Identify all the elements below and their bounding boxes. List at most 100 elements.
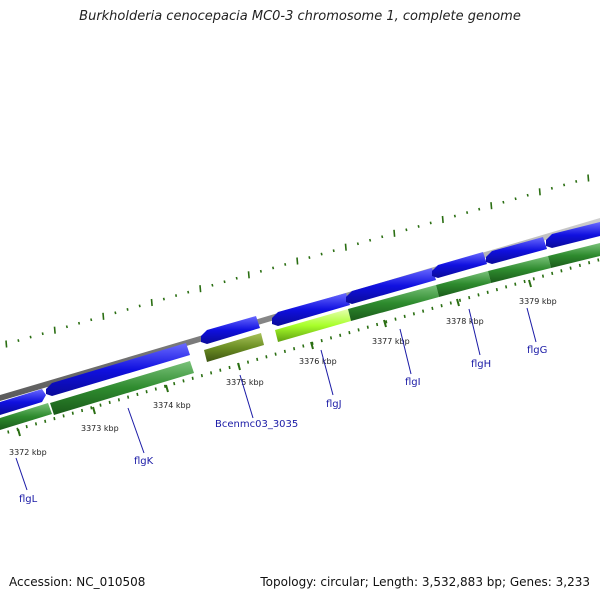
cds-feature bbox=[486, 237, 547, 264]
gene-feature bbox=[50, 361, 194, 415]
dash-mark bbox=[256, 357, 259, 362]
gene-feature bbox=[436, 271, 491, 297]
dash-mark bbox=[150, 298, 153, 307]
dash-mark bbox=[296, 257, 299, 265]
dash-mark bbox=[311, 341, 314, 345]
map-title: Burkholderia cenocepacia MC0-3 chromosom… bbox=[79, 9, 521, 24]
dash-mark bbox=[163, 384, 167, 388]
cds-feature bbox=[46, 343, 190, 396]
dash-mark bbox=[200, 373, 203, 378]
dash-mark bbox=[127, 395, 130, 399]
dash-mark bbox=[505, 285, 508, 289]
cds-feature bbox=[201, 316, 260, 344]
dash-mark bbox=[490, 202, 493, 210]
dash-mark bbox=[211, 283, 214, 287]
dash-mark bbox=[308, 256, 311, 259]
dash-mark bbox=[154, 387, 157, 391]
dash-mark bbox=[41, 332, 44, 336]
dash-mark bbox=[284, 263, 287, 266]
dash-mark bbox=[578, 263, 581, 268]
gene-label: flgG bbox=[527, 345, 547, 356]
dash-mark bbox=[53, 326, 56, 334]
cds-feature bbox=[0, 389, 46, 415]
ruler-minor-dashes bbox=[7, 258, 600, 434]
dash-mark bbox=[53, 416, 56, 421]
dash-mark bbox=[412, 312, 415, 316]
dash-mark bbox=[5, 340, 8, 348]
dash-mark bbox=[187, 290, 190, 294]
gene-label: flgK bbox=[134, 456, 154, 467]
dash-mark bbox=[136, 392, 139, 397]
dash-mark bbox=[385, 320, 388, 324]
gene-feature bbox=[348, 285, 439, 321]
dash-mark bbox=[502, 200, 505, 204]
dash-mark bbox=[162, 297, 165, 301]
tick-label: 3375 kbp bbox=[226, 378, 264, 387]
dash-mark bbox=[514, 282, 517, 286]
dash-mark bbox=[429, 221, 432, 225]
tick-label: 3377 kbp bbox=[372, 337, 410, 346]
dash-mark bbox=[175, 294, 178, 297]
dash-mark bbox=[320, 252, 323, 256]
dash-mark bbox=[235, 276, 238, 280]
dash-mark bbox=[478, 207, 481, 211]
dash-mark bbox=[7, 430, 10, 434]
dash-mark bbox=[477, 293, 480, 297]
dash-mark bbox=[466, 211, 469, 214]
ruler-tick-labels: 3372 kbp 3373 kbp 3374 kbp 3375 kbp 3376… bbox=[9, 297, 557, 457]
dash-mark bbox=[405, 228, 408, 232]
dash-mark bbox=[102, 312, 105, 320]
dash-mark bbox=[29, 335, 32, 339]
dash-mark bbox=[274, 352, 277, 356]
dash-mark bbox=[495, 287, 498, 292]
dash-mark bbox=[44, 419, 47, 423]
dash-mark bbox=[117, 398, 120, 402]
dash-mark bbox=[394, 317, 397, 321]
gene-feature bbox=[0, 403, 52, 430]
dash-mark bbox=[210, 371, 213, 375]
dash-mark bbox=[357, 328, 360, 332]
gene-feature bbox=[548, 243, 600, 268]
dash-mark bbox=[65, 325, 68, 329]
dash-mark bbox=[173, 381, 176, 386]
dash-mark bbox=[34, 422, 38, 426]
dash-mark bbox=[541, 274, 545, 278]
dash-mark bbox=[393, 229, 396, 237]
dash-mark bbox=[458, 298, 462, 302]
cds-feature bbox=[546, 222, 600, 248]
gene-label: flgJ bbox=[326, 399, 342, 410]
tick-label: 3378 kbp bbox=[446, 317, 484, 326]
dash-mark bbox=[191, 376, 194, 380]
dash-mark bbox=[320, 338, 323, 343]
gene-label: flgL bbox=[19, 494, 38, 505]
dash-mark bbox=[246, 360, 250, 364]
cds-feature bbox=[346, 268, 436, 304]
dash-mark bbox=[199, 285, 202, 293]
dash-mark bbox=[99, 403, 102, 407]
dash-mark bbox=[90, 406, 93, 410]
dash-mark bbox=[486, 290, 489, 294]
dash-mark bbox=[417, 225, 420, 228]
dash-mark bbox=[381, 235, 384, 239]
dash-mark bbox=[441, 215, 444, 224]
gene-label: flgI bbox=[405, 377, 421, 388]
dash-mark bbox=[431, 306, 434, 311]
dash-mark bbox=[538, 188, 541, 196]
dash-mark bbox=[182, 379, 185, 383]
dash-mark bbox=[569, 266, 572, 270]
dash-mark bbox=[265, 355, 268, 359]
dash-mark bbox=[259, 269, 262, 273]
dash-mark bbox=[376, 322, 379, 327]
dash-mark bbox=[272, 266, 275, 270]
dash-mark bbox=[332, 249, 335, 253]
dash-mark bbox=[514, 197, 517, 201]
dash-mark bbox=[71, 411, 74, 415]
dash-mark bbox=[356, 242, 359, 246]
dash-mark bbox=[108, 400, 111, 405]
gene-feature bbox=[488, 256, 551, 283]
dash-mark bbox=[223, 280, 226, 284]
dash-mark bbox=[126, 308, 129, 311]
dash-mark bbox=[219, 368, 222, 372]
dash-mark bbox=[468, 295, 471, 300]
